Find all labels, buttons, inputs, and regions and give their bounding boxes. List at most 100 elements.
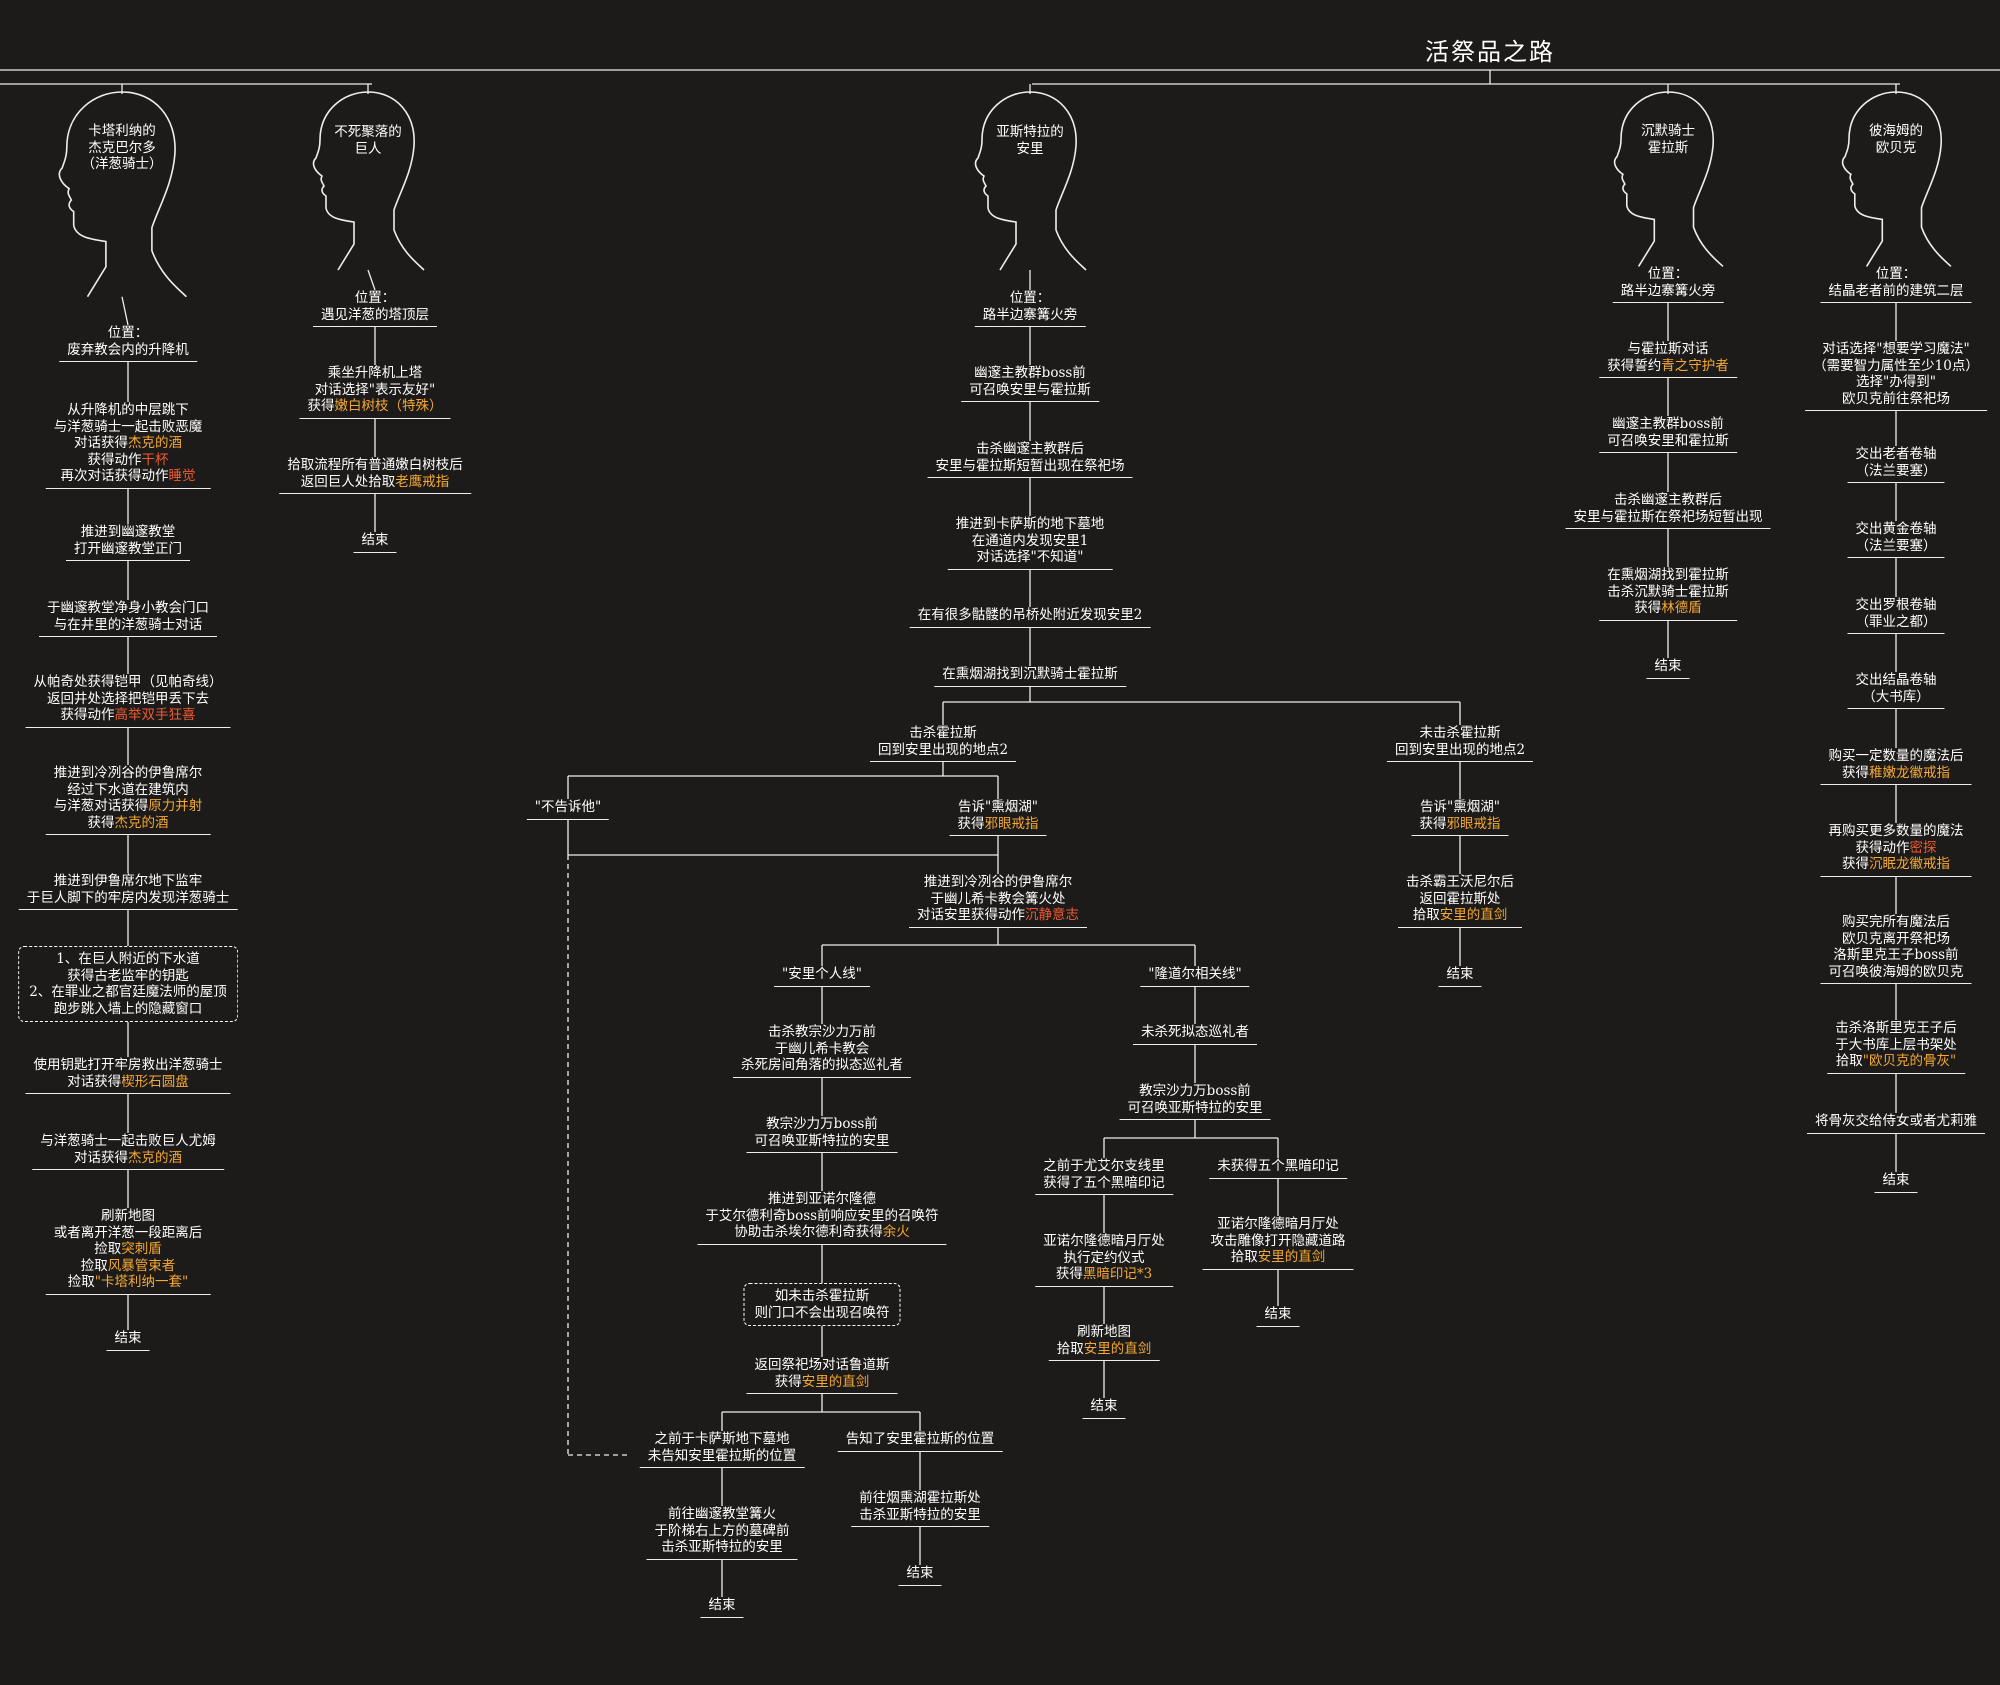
step-line: 未告知安里霍拉斯的位置 (648, 1448, 797, 1465)
step-text: 获得动作 (87, 451, 142, 468)
step-line: 结束 (1883, 1172, 1910, 1189)
step-line: 在熏烟湖找到沉默骑士霍拉斯 (942, 666, 1118, 683)
step-line: 结束 (362, 532, 389, 549)
step-line: 拾取"欧贝克的骨灰" (1835, 1053, 1957, 1070)
step-line: 交出罗根卷轴 (1856, 597, 1937, 614)
step-node: "安里个人线" (774, 966, 870, 987)
item-highlight: 杰克的酒 (128, 435, 182, 451)
step-line: 或者离开洋葱一段距离后 (54, 1225, 203, 1242)
step-line: 与洋葱对话获得原力并射 (54, 798, 203, 815)
step-line: 对话获得杰克的酒 (40, 1150, 216, 1167)
step-node: 交出老者卷轴 （法兰要塞） (1847, 446, 1945, 483)
step-line: 获得邪眼戒指 (958, 816, 1039, 833)
step-text: 推进到伊鲁席尔地下监牢 (53, 873, 203, 889)
step-text: 获得 (774, 1373, 802, 1390)
note-box: 1、在巨人附近的下水道 获得古老监牢的钥匙 2、在罪业之都官廷魔法师的屋顶 跑步跳入墙… (18, 946, 238, 1022)
step-text: 前往烟熏湖霍拉斯处 (859, 1490, 981, 1506)
step-line: 于幽儿希卡教会 (741, 1041, 903, 1058)
step-node: 推进到亚诺尔隆德 于艾尔德利奇boss前响应安里的召唤符 协助击杀埃尔德利奇获得余火 (697, 1191, 947, 1245)
step-line: 击杀霸王沃尼尔后 (1406, 874, 1514, 891)
step-line: 对话获得杰克的酒 (54, 435, 203, 452)
character-name-jerk: 卡塔利纳的 杰克巴尔多 （洋葱骑士） (82, 123, 163, 173)
step-text: 教宗沙力万boss前 (766, 1116, 878, 1132)
step-line: 捡取风暴管束者 (54, 1258, 203, 1275)
step-line: 击杀幽邃主教群后 (1574, 492, 1763, 509)
step-line: 安里与霍拉斯短暂出现在祭祀场 (936, 458, 1125, 475)
step-line: 拾取流程所有普通嫩白树枝后 (287, 457, 463, 474)
step-text: 在通道内发现安里1 (971, 532, 1089, 549)
step-line: 可召唤安里与霍拉斯 (969, 382, 1091, 399)
step-text: （法兰要塞） (1855, 537, 1937, 554)
step-text: 未击杀霍拉斯 (1419, 725, 1501, 741)
step-line: 获得黑暗印记*3 (1043, 1266, 1165, 1283)
step-line: 刷新地图 (54, 1208, 203, 1225)
step-line: 对话选择"表示友好" (308, 382, 443, 399)
step-line: 可召唤亚斯特拉的安里 (755, 1133, 890, 1150)
step-node: 交出黄金卷轴 （法兰要塞） (1847, 521, 1945, 558)
step-node: 从升降机的中层跳下 与洋葱骑士一起击败恶魔 对话获得杰克的酒 获得动作干杯 再次对话获得… (45, 402, 211, 489)
step-text: 回到安里出现的地点2 (1394, 741, 1526, 758)
step-line: 幽邃主教群boss前 (969, 365, 1091, 382)
step-node: "不告诉他" (526, 799, 610, 820)
step-node: 推进到冷冽谷的伊鲁席尔 经过下水道在建筑内 与洋葱对话获得原力并射 获得杰克的酒 (45, 765, 211, 835)
step-line: 结束 (1265, 1306, 1292, 1323)
step-node: 位置： 结晶老者前的建筑二层 (1820, 266, 1972, 303)
step-text: 击杀亚斯特拉的安里 (661, 1539, 783, 1555)
step-line: 与在井里的洋葱骑士对话 (47, 617, 209, 634)
step-line: 协助击杀埃尔德利奇获得余火 (705, 1224, 938, 1241)
step-text: 可召唤彼海姆的欧贝克 (1828, 963, 1964, 980)
step-text: 可召唤安里与霍拉斯 (969, 381, 1091, 398)
step-line: 与霍拉斯对话 (1607, 341, 1729, 358)
character-name-line: 巨人 (354, 140, 382, 157)
step-node: "隆道尔相关线" (1140, 966, 1250, 987)
step-text: 与在井里的洋葱骑士对话 (53, 616, 203, 633)
step-text: 于大书库上层书架处 (1835, 1036, 1957, 1053)
step-node: 推进到冷冽谷的伊鲁席尔 于幽儿希卡教会篝火处 对话安里获得动作沉静意志 (909, 874, 1087, 928)
character-name-anri: 亚斯特拉的 安里 (996, 124, 1064, 157)
item-highlight: 杰克的酒 (114, 814, 169, 831)
item-highlight: 睡觉 (168, 468, 196, 484)
step-line: 对话安里获得动作沉静意志 (917, 907, 1079, 924)
step-text: 结束 (361, 532, 389, 548)
step-text: 跑步跳入墙上的隐藏窗口 (53, 1000, 203, 1017)
step-text: 使用钥匙打开牢房救出洋葱骑士 (33, 1057, 223, 1073)
step-text: 刷新地图 (1077, 1324, 1131, 1340)
step-line: 教宗沙力万boss前 (755, 1116, 890, 1133)
step-line: 可召唤亚斯特拉的安里 (1128, 1100, 1263, 1117)
step-text: 获得 (307, 398, 335, 414)
step-line: 未获得五个黑暗印记 (1217, 1158, 1339, 1175)
step-node: 亚诺尔隆德暗月厅处 攻击雕像打开隐藏道路 拾取安里的直剑 (1202, 1216, 1354, 1270)
step-line: 安里与霍拉斯在祭祀场短暂出现 (1574, 509, 1763, 526)
step-text: 刷新地图 (101, 1208, 155, 1224)
step-line: （法兰要塞） (1856, 463, 1937, 480)
step-line: 可召唤安里和霍拉斯 (1607, 433, 1729, 450)
step-line: 拾取安里的直剑 (1211, 1249, 1346, 1266)
step-line: 执行定约仪式 (1043, 1250, 1165, 1267)
item-highlight: 老鹰戒指 (395, 473, 450, 490)
step-text: 获得了五个黑暗印记 (1043, 1174, 1165, 1191)
step-text: 获得 (1634, 600, 1662, 616)
step-text: 获得 (1842, 856, 1869, 872)
step-line: 击杀教宗沙力万前 (741, 1024, 903, 1041)
end-node: 结束 (700, 1597, 744, 1618)
step-text: 拾取 (1056, 1340, 1084, 1357)
step-text: 拾取流程所有普通嫩白树枝后 (287, 457, 463, 473)
step-line: 攻击雕像打开隐藏道路 (1211, 1233, 1346, 1250)
step-node: 击杀洛斯里克王子后 于大书库上层书架处 拾取"欧贝克的骨灰" (1827, 1020, 1965, 1074)
step-text: （法兰要塞） (1855, 462, 1937, 479)
step-text: 交出结晶卷轴 (1855, 672, 1937, 688)
end-node: 结束 (1874, 1172, 1918, 1193)
step-node: 之前于尤艾尔支线里 获得了五个黑暗印记 (1035, 1158, 1173, 1195)
step-line: （需要智力属性至少10点） (1813, 358, 1979, 375)
character-name-line: 亚斯特拉的 (996, 124, 1064, 140)
item-highlight: 沉眠龙徽戒指 (1869, 856, 1950, 872)
character-name-line: 彼海姆的 (1869, 123, 1923, 140)
step-line: 获得动作密探 (1829, 840, 1964, 857)
step-line: 击杀亚斯特拉的安里 (655, 1539, 790, 1556)
note-box: 如未击杀霍拉斯 则门口不会出现召唤符 (743, 1283, 901, 1326)
step-text: 幽邃主教群boss前 (974, 365, 1086, 381)
step-text: 获得动作 (1855, 839, 1910, 856)
step-line: 获得安里的直剑 (755, 1374, 890, 1391)
item-highlight: 稚嫩龙徽戒指 (1869, 764, 1950, 781)
step-text: 未告知安里霍拉斯的位置 (647, 1447, 797, 1464)
